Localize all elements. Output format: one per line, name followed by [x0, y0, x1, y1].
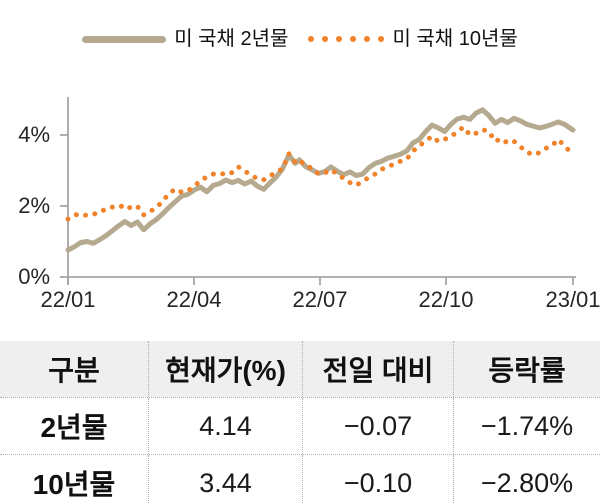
row-label-2y: 2년물 — [40, 412, 108, 443]
series-10y-dotted-line — [65, 124, 576, 222]
legend-label-2y: 미 국채 2년물 — [174, 28, 289, 50]
y-axis-label-0pct: 0% — [18, 264, 50, 289]
dotted-line-swatch-icon — [308, 36, 385, 42]
table-row-10y: 10년물 3.44 −0.10 −2.80% — [0, 454, 600, 504]
cell-2y-current: 4.14 — [148, 398, 302, 454]
cell-10y-day-change: −0.10 — [302, 455, 453, 504]
cell-10y-change-rate: −2.80% — [453, 455, 600, 504]
cell-2y-change-rate: −1.74% — [453, 398, 600, 454]
quote-table: 구분 현재가(%) 전일 대비 등락률 2년물 4.14 −0.07 −1.74… — [0, 341, 600, 504]
row-label-10y: 10년물 — [32, 469, 116, 500]
chart-axes — [60, 97, 576, 285]
table-header-row: 구분 현재가(%) 전일 대비 등락률 — [0, 341, 600, 397]
x-axis-label-2204: 22/04 — [166, 287, 222, 312]
chart-legend: 미 국채 2년물 미 국채 10년물 — [0, 27, 600, 51]
solid-line-swatch-icon — [82, 35, 167, 43]
x-axis-label-2207: 22/07 — [292, 287, 348, 312]
line-chart — [60, 97, 576, 285]
x-axis-label-2201: 22/01 — [40, 287, 96, 312]
x-axis-label-2210: 22/10 — [418, 287, 474, 312]
legend-item-2y: 미 국채 2년물 — [82, 27, 288, 51]
cell-10y-current: 3.44 — [148, 455, 302, 504]
legend-item-10y: 미 국채 10년물 — [308, 27, 518, 51]
series-2y-line — [65, 107, 576, 253]
legend-label-10y: 미 국채 10년물 — [392, 28, 518, 50]
y-axis-label-2pct: 2% — [18, 193, 50, 218]
table-row-2y: 2년물 4.14 −0.07 −1.74% — [0, 397, 600, 454]
cell-2y-day-change: −0.07 — [302, 398, 453, 454]
column-header-day-change: 전일 대비 — [302, 341, 453, 397]
column-header-current-price: 현재가(%) — [148, 341, 302, 397]
column-header-change-rate: 등락률 — [453, 341, 600, 397]
column-header-category: 구분 — [48, 355, 100, 386]
x-axis-label-2301: 23/01 — [545, 287, 600, 312]
y-axis-label-4pct: 4% — [18, 122, 50, 147]
